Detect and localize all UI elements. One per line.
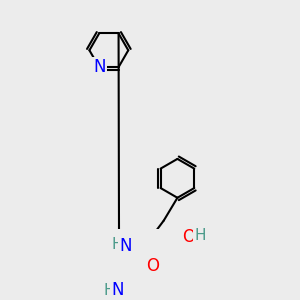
Text: O: O	[146, 257, 159, 275]
Text: N: N	[93, 58, 105, 76]
Text: N: N	[112, 281, 124, 299]
Text: O: O	[182, 228, 195, 246]
Text: H: H	[194, 228, 206, 243]
Text: N: N	[120, 237, 132, 255]
Polygon shape	[126, 239, 150, 249]
Text: H: H	[112, 237, 123, 252]
Text: H: H	[104, 283, 115, 298]
